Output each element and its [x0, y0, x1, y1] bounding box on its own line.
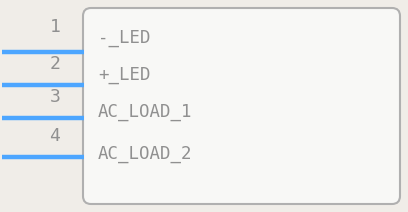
Text: 3: 3	[49, 88, 60, 106]
Text: 2: 2	[49, 55, 60, 73]
Text: -_LED: -_LED	[98, 29, 151, 47]
Text: AC_LOAD_2: AC_LOAD_2	[98, 145, 193, 163]
Text: AC_LOAD_1: AC_LOAD_1	[98, 103, 193, 121]
Text: +_LED: +_LED	[98, 66, 151, 84]
Text: 1: 1	[49, 18, 60, 36]
FancyBboxPatch shape	[83, 8, 400, 204]
Text: 4: 4	[49, 127, 60, 145]
